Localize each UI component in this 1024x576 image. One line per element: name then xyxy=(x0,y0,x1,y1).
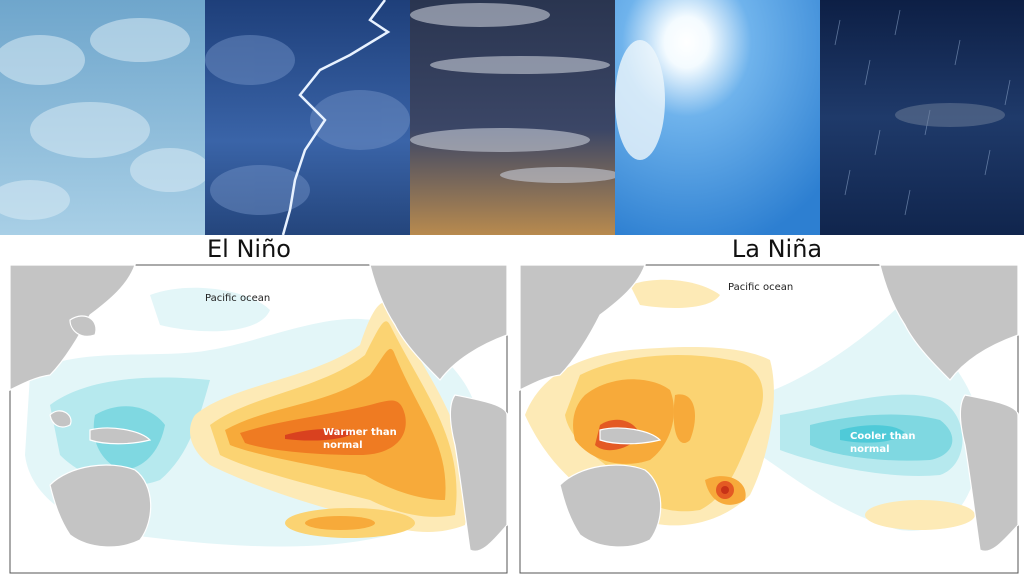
anomaly-label: Cooler than xyxy=(850,431,915,442)
panel-title: La Niña xyxy=(732,235,822,263)
map-la-nina: Pacific ocean Cooler than normal xyxy=(519,264,1019,574)
map-el-nino: Pacific ocean Warmer than normal xyxy=(9,264,508,574)
anomaly-label: normal xyxy=(850,444,890,455)
anomaly-label: Warmer than xyxy=(323,427,397,438)
ocean-label: Pacific ocean xyxy=(205,293,270,304)
photo-strip xyxy=(0,0,1024,236)
anomaly-label: normal xyxy=(323,440,363,451)
photo-dusk xyxy=(410,0,615,235)
panel-title: El Niño xyxy=(207,235,291,263)
ocean-label: Pacific ocean xyxy=(728,282,793,293)
